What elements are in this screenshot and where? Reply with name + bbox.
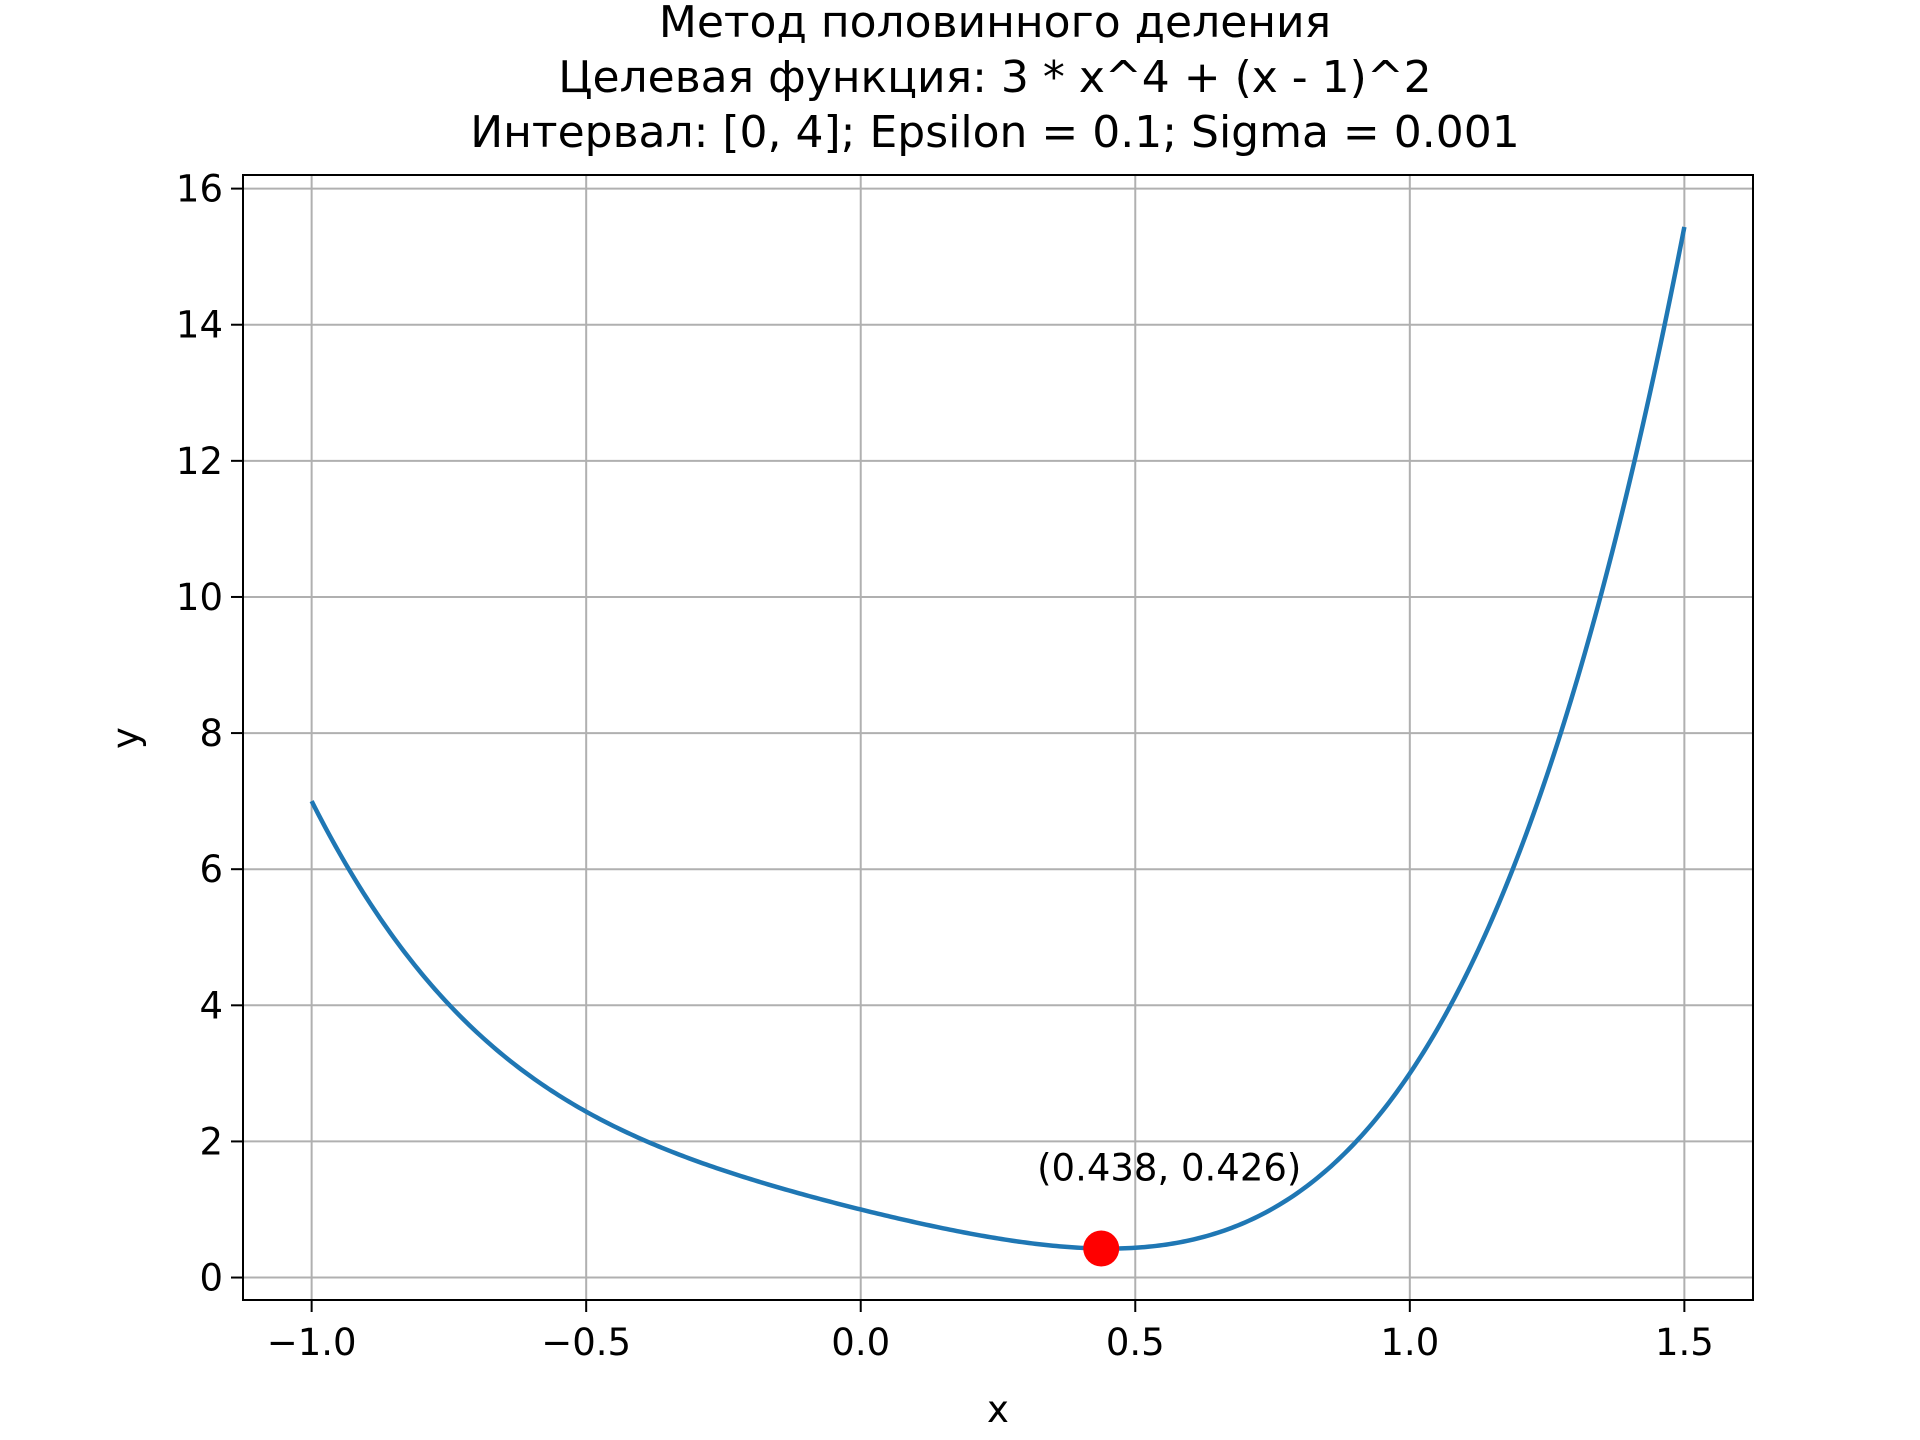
x-axis-label: x xyxy=(987,1388,1009,1431)
plot-frame xyxy=(242,174,1754,1301)
x-tick-label: 1.5 xyxy=(1655,1321,1714,1364)
chart-title: Метод половинного деления Целевая функци… xyxy=(470,0,1520,158)
plot-data: (0.438, 0.426) xyxy=(309,226,1687,1267)
x-tick-label: 0.0 xyxy=(831,1321,890,1364)
axis-ticks: −1.0 −0.5 0.0 0.5 1.0 1.5 0 2 4 6 8 10 12 14 16 xyxy=(176,168,1714,1364)
grid xyxy=(243,175,1753,1300)
x-tick-label: 1.0 xyxy=(1380,1321,1439,1364)
y-tick-label: 2 xyxy=(199,1120,223,1163)
x-tick-label: −1.0 xyxy=(267,1321,357,1364)
x-tick-label: −0.5 xyxy=(541,1321,631,1364)
y-tick-label: 14 xyxy=(176,304,223,347)
y-axis-label: y xyxy=(104,727,147,749)
chart-title-line-1: Метод половинного деления xyxy=(659,0,1331,48)
chart-title-line-2: Целевая функция: 3 * x^4 + (x - 1)^2 xyxy=(558,52,1431,103)
y-tick-label: 8 xyxy=(199,712,223,755)
x-tick-label: 0.5 xyxy=(1106,1321,1165,1364)
y-tick-label: 4 xyxy=(199,984,223,1027)
y-tick-label: 6 xyxy=(199,848,223,891)
y-tick-label: 16 xyxy=(176,168,223,211)
minimum-point-label: (0.438, 0.426) xyxy=(1037,1147,1301,1190)
chart-title-line-3: Интервал: [0, 4]; Epsilon = 0.1; Sigma =… xyxy=(470,107,1520,158)
y-tick-label: 10 xyxy=(176,576,223,619)
function-curve xyxy=(309,226,1687,1251)
y-tick-label: 0 xyxy=(199,1257,223,1300)
minimum-point-marker xyxy=(1083,1230,1120,1267)
y-tick-label: 12 xyxy=(176,440,223,483)
